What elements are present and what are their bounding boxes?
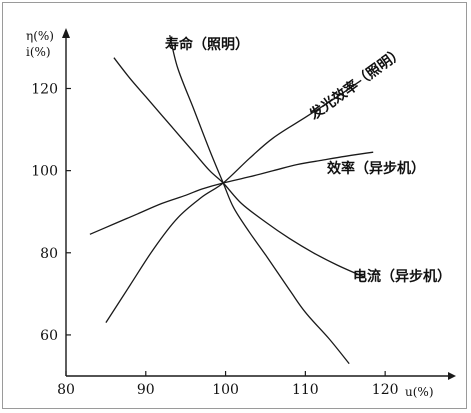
- motor-current-curve: [113, 57, 366, 278]
- y-tick-label: 80: [40, 246, 58, 262]
- lifetime-curve: [169, 34, 350, 365]
- x-tick-label: 80: [57, 382, 75, 398]
- y-axis-title-line-2: i(%): [26, 45, 51, 59]
- x-axis-title: u(%): [405, 385, 434, 399]
- x-tick-label: 100: [212, 382, 239, 398]
- y-axis-arrow: [62, 28, 70, 38]
- series-label-motor-current: 电流（异步机）: [353, 268, 451, 285]
- ticks: 80 90 100 110 120 60 80 100 120: [31, 82, 398, 399]
- y-tick-label: 120: [31, 82, 58, 98]
- image-border: [2, 2, 467, 409]
- x-tick-label: 90: [137, 382, 155, 398]
- axes: [62, 28, 456, 380]
- x-axis-arrow: [448, 372, 456, 380]
- x-tick-label: 120: [372, 382, 399, 398]
- y-tick-label: 100: [31, 164, 58, 180]
- y-tick-label: 60: [40, 328, 58, 344]
- series-label-motor-efficiency: 效率（异步机）: [327, 160, 425, 177]
- series-curves: [89, 34, 374, 365]
- series-label-lifetime: 寿命（照明）: [165, 36, 249, 53]
- y-axis-title-line-1: η(%): [26, 29, 54, 43]
- series-label-luminous-efficiency: 发光效率（照明）: [306, 44, 407, 124]
- x-tick-label: 110: [292, 382, 319, 398]
